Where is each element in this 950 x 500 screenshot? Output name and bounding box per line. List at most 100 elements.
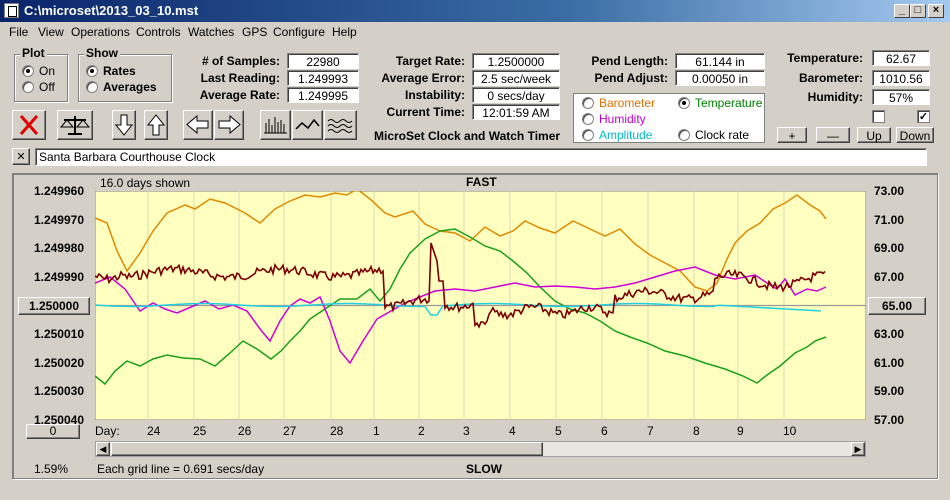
y-right-tick: 59.00 bbox=[874, 384, 905, 399]
show-rates-radio[interactable] bbox=[86, 65, 98, 77]
scroll-down-button[interactable] bbox=[112, 110, 136, 140]
menu-controls[interactable]: Controls bbox=[136, 25, 181, 39]
pend-length-label: Pend Length: bbox=[591, 54, 668, 68]
average-rate-field: 1.249995 bbox=[287, 87, 359, 103]
day-tick: 1 bbox=[373, 424, 380, 438]
center-rate-button[interactable]: 1.250000 bbox=[18, 297, 90, 315]
barometer-label: Barometer: bbox=[798, 71, 863, 85]
show-rates-label[interactable]: Rates bbox=[103, 64, 136, 78]
plot-off-radio[interactable] bbox=[22, 81, 34, 93]
pend-adjust-field: 0.00050 in bbox=[675, 70, 765, 86]
line-graph-icon bbox=[295, 118, 320, 130]
amplitude-option-label[interactable]: Amplitude bbox=[599, 128, 653, 142]
scroll-left-button[interactable] bbox=[183, 110, 213, 140]
show-averages-radio[interactable] bbox=[86, 81, 98, 93]
instability-label: Instability: bbox=[404, 88, 465, 102]
plot-panel bbox=[12, 173, 938, 479]
show-group-label: Show bbox=[84, 46, 120, 60]
scale-plus-button[interactable]: + bbox=[777, 127, 807, 143]
scroll-left-arrow[interactable]: ◀ bbox=[96, 442, 110, 456]
clock-rate-radio[interactable] bbox=[678, 129, 690, 141]
center-temperature-button[interactable]: 65.00 bbox=[868, 297, 926, 315]
arrow-right-icon bbox=[218, 114, 241, 135]
scroll-up-button[interactable] bbox=[144, 110, 168, 140]
menu-help[interactable]: Help bbox=[332, 25, 357, 39]
temperature-option-label[interactable]: Temperature bbox=[695, 96, 763, 110]
fast-label: FAST bbox=[466, 175, 497, 189]
day-tick: 8 bbox=[693, 424, 700, 438]
y-left-tick: 1.249980 bbox=[33, 241, 84, 256]
menu-bar: File View Operations Controls Watches GP… bbox=[0, 22, 950, 42]
average-error-label: Average Error: bbox=[381, 71, 465, 85]
scroll-right-button[interactable] bbox=[214, 110, 244, 140]
minimize-button[interactable]: _ bbox=[894, 4, 910, 18]
scale-minus-button[interactable]: — bbox=[816, 127, 850, 143]
barometer-field: 1010.56 bbox=[872, 70, 930, 86]
clear-description-button[interactable]: ✕ bbox=[12, 148, 30, 165]
wave-view-button[interactable] bbox=[324, 110, 357, 140]
y-right-tick: 73.00 bbox=[874, 184, 905, 198]
plot-on-radio[interactable] bbox=[22, 65, 34, 77]
day-tick: 27 bbox=[283, 424, 297, 438]
menu-operations[interactable]: Operations bbox=[71, 25, 130, 39]
days-shown-label: 16.0 days shown bbox=[100, 176, 191, 190]
y-right-tick: 63.00 bbox=[874, 327, 905, 342]
app-icon[interactable] bbox=[4, 3, 19, 18]
menu-configure[interactable]: Configure bbox=[273, 25, 326, 39]
plot-group-label: Plot bbox=[20, 46, 47, 60]
scroll-thumb[interactable] bbox=[111, 442, 543, 456]
plot-area[interactable] bbox=[95, 191, 866, 420]
menu-file[interactable]: File bbox=[9, 25, 29, 39]
temperature-field: 62.67 bbox=[872, 50, 930, 66]
day-tick: 9 bbox=[737, 424, 744, 438]
day-tick: 7 bbox=[647, 424, 654, 438]
scale-up-button[interactable]: Up bbox=[857, 127, 891, 143]
amplitude-radio[interactable] bbox=[582, 129, 594, 141]
description-field[interactable]: Santa Barbara Courthouse Clock bbox=[35, 148, 927, 166]
humidity-radio[interactable] bbox=[582, 113, 594, 125]
pend-length-field[interactable]: 61.144 in bbox=[675, 53, 765, 69]
scroll-right-arrow[interactable]: ▶ bbox=[851, 442, 865, 456]
plot-off-label[interactable]: Off bbox=[39, 80, 55, 94]
pend-adjust-label: Pend Adjust: bbox=[594, 71, 668, 85]
y-left-tick: 1.250010 bbox=[33, 327, 84, 342]
overlay-right-checkbox[interactable]: ✓ bbox=[917, 110, 930, 123]
temperature-radio[interactable] bbox=[678, 97, 690, 109]
plot-on-label[interactable]: On bbox=[39, 64, 56, 78]
day-tick: 2 bbox=[418, 424, 425, 438]
show-averages-label[interactable]: Averages bbox=[103, 80, 157, 94]
bar-view-button[interactable] bbox=[260, 110, 291, 140]
humidity-option-label[interactable]: Humidity bbox=[599, 112, 646, 126]
temperature-label: Temperature: bbox=[787, 51, 863, 65]
day-tick: 28 bbox=[330, 424, 344, 438]
barometer-option-label[interactable]: Barometer bbox=[599, 96, 656, 110]
instability-field: 0 secs/day bbox=[472, 87, 560, 103]
app-label: MicroSet Clock and Watch Timer bbox=[374, 129, 561, 143]
current-time-label: Current Time: bbox=[386, 105, 465, 119]
maximize-button[interactable]: □ bbox=[910, 4, 926, 18]
close-window-button[interactable]: × bbox=[928, 4, 944, 18]
clock-rate-option-label[interactable]: Clock rate bbox=[695, 128, 750, 142]
balance-button[interactable] bbox=[57, 110, 93, 140]
scale-down-button[interactable]: Down bbox=[896, 127, 934, 143]
offset-button[interactable]: 0 bbox=[26, 424, 80, 439]
balance-scale-icon bbox=[59, 116, 91, 135]
overlay-left-checkbox[interactable] bbox=[872, 110, 885, 123]
y-left-tick: 1.250020 bbox=[33, 355, 84, 370]
line-view-button[interactable] bbox=[292, 110, 323, 140]
day-tick: 3 bbox=[463, 424, 470, 438]
menu-gps[interactable]: GPS bbox=[242, 25, 268, 39]
bar-graph-icon bbox=[264, 117, 287, 134]
clear-button[interactable] bbox=[12, 110, 46, 140]
menu-view[interactable]: View bbox=[38, 25, 64, 39]
samples-label: # of Samples: bbox=[201, 54, 280, 68]
day-tick: 10 bbox=[783, 424, 797, 438]
target-rate-field[interactable]: 1.2500000 bbox=[472, 53, 560, 69]
plot-scrollbar[interactable]: ◀ ▶ bbox=[95, 441, 866, 457]
y-left-tick: 1.250040 bbox=[33, 413, 84, 427]
menu-watches[interactable]: Watches bbox=[188, 25, 235, 39]
y-right-tick: 71.00 bbox=[874, 212, 905, 227]
day-tick: 24 bbox=[147, 424, 161, 438]
title-bar[interactable]: C:\microset\2013_03_10.mst _ □ × bbox=[0, 0, 950, 22]
barometer-radio[interactable] bbox=[582, 97, 594, 109]
